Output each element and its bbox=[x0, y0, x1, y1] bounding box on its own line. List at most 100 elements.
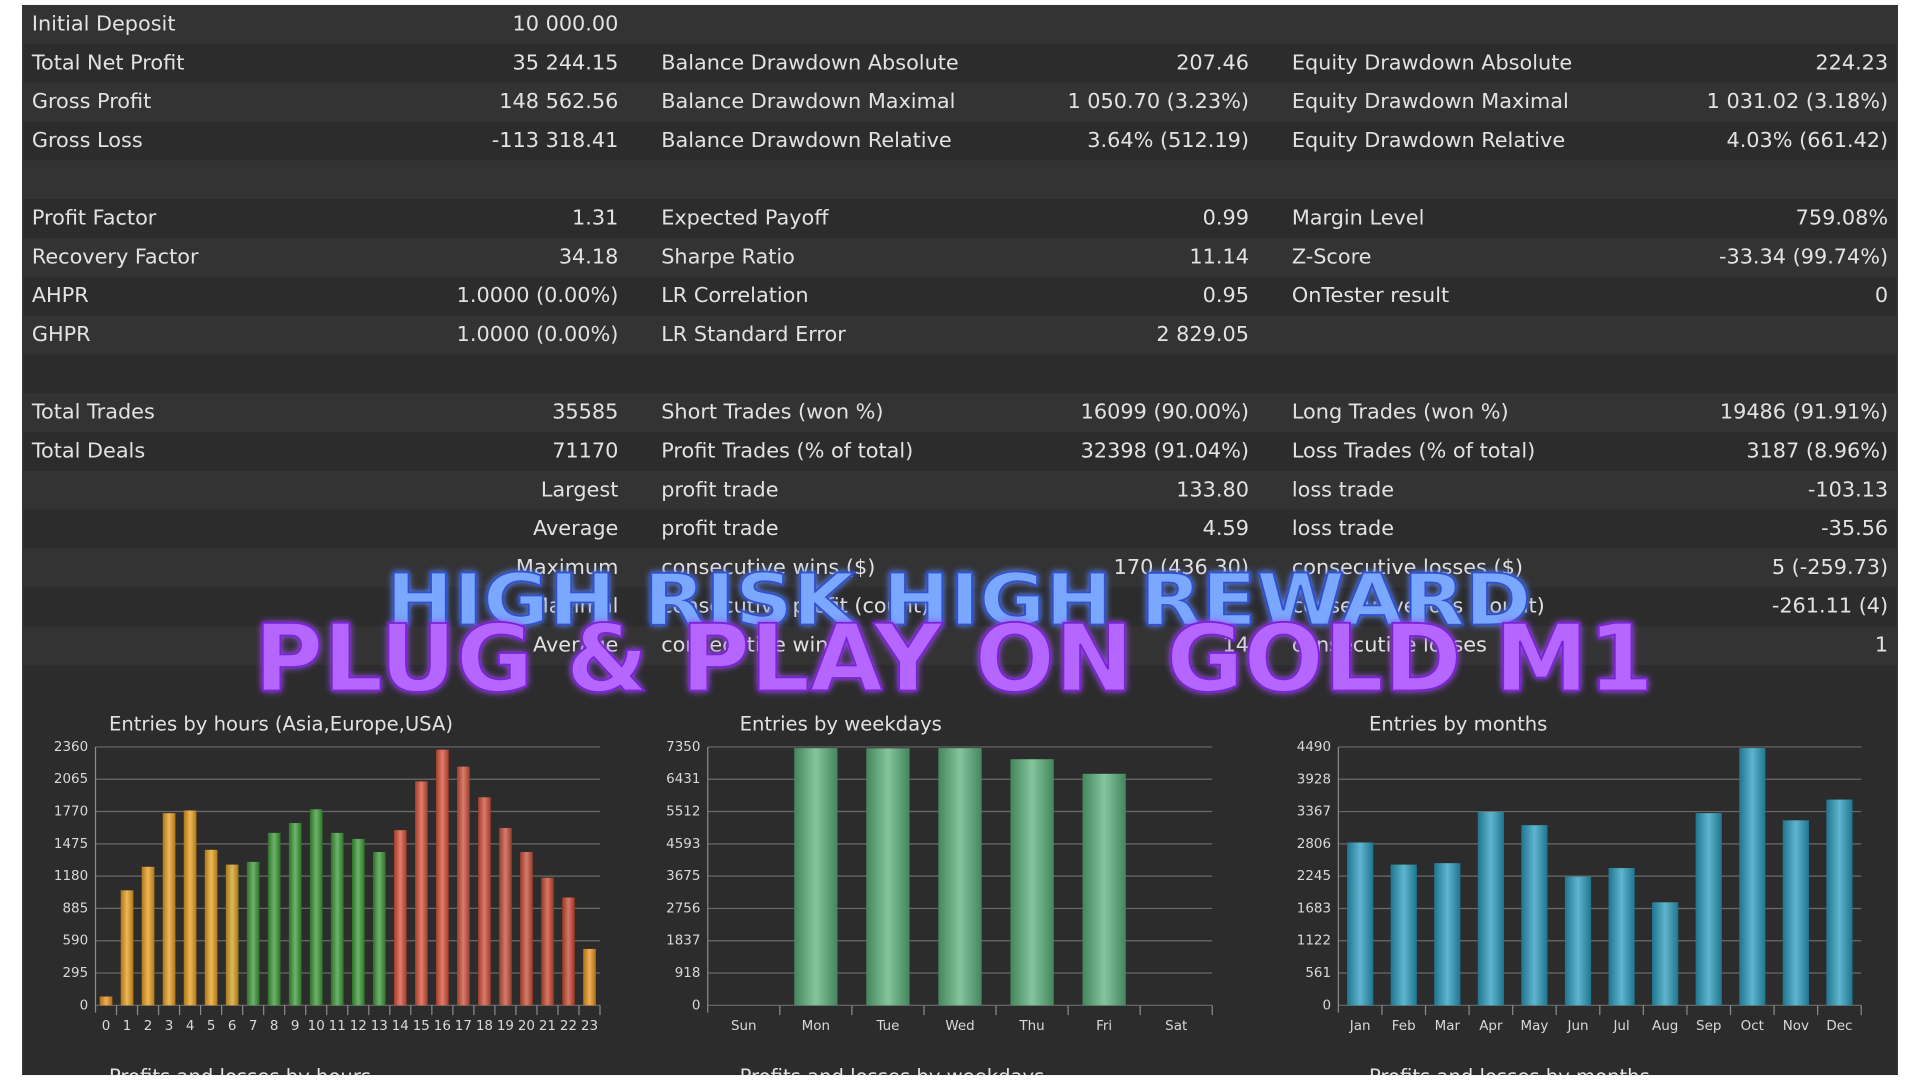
y-tick-label: 3367 bbox=[1297, 805, 1331, 820]
x-tick-label: Mar bbox=[1435, 1019, 1461, 1034]
table-cell: OnTester result bbox=[1292, 283, 1449, 307]
x-tick-label: 21 bbox=[539, 1019, 556, 1034]
table-cell: 4.59 bbox=[1203, 516, 1249, 540]
bar-shine bbox=[436, 749, 449, 1006]
x-tick-label: Dec bbox=[1826, 1019, 1852, 1034]
table-cell: GHPR bbox=[32, 322, 91, 346]
y-tick-label: 1770 bbox=[54, 805, 88, 820]
y-tick-label: 6431 bbox=[666, 772, 700, 787]
table-cell: consecutive wins bbox=[661, 633, 839, 657]
table-cell: 1.31 bbox=[572, 206, 618, 230]
y-tick-label: 2065 bbox=[54, 772, 88, 787]
table-cell: 32398 (91.04%) bbox=[1081, 438, 1249, 462]
table-cell: LR Correlation bbox=[661, 283, 808, 307]
table-cell: 1.0000 (0.00%) bbox=[457, 283, 619, 307]
bar-shine bbox=[938, 748, 982, 1006]
x-tick-label: 15 bbox=[413, 1019, 430, 1034]
row-band bbox=[22, 548, 1898, 588]
table-cell: 0.95 bbox=[1203, 283, 1249, 307]
bar-shine bbox=[183, 810, 197, 1006]
y-tick-label: 1683 bbox=[1297, 901, 1331, 916]
table-cell: Short Trades (won %) bbox=[661, 400, 883, 424]
row-band bbox=[22, 470, 1898, 510]
y-tick-label: 1180 bbox=[54, 869, 88, 884]
table-cell: loss trade bbox=[1292, 477, 1394, 501]
table-cell: 11.14 bbox=[1189, 244, 1249, 268]
table-cell: Loss Trades (% of total) bbox=[1292, 438, 1535, 462]
bar-shine bbox=[288, 823, 302, 1006]
bar-shine bbox=[246, 861, 260, 1006]
table-cell: 148 562.56 bbox=[499, 89, 618, 113]
y-tick-label: 1837 bbox=[666, 934, 700, 949]
table-cell: Average bbox=[533, 516, 618, 540]
y-tick-label: 2806 bbox=[1297, 837, 1331, 852]
table-cell: 35585 bbox=[552, 400, 618, 424]
table-cell: -113 318.41 bbox=[492, 128, 619, 152]
bar-shine bbox=[1477, 811, 1504, 1006]
y-tick-label: 1122 bbox=[1297, 934, 1331, 949]
row-band bbox=[22, 315, 1898, 355]
report-panel: Initial Deposit 10 000.00 Total Net Profit… bbox=[22, 4, 1898, 1080]
table-cell: 4.03% (661.42) bbox=[1726, 128, 1888, 152]
table-cell: 1 031.02 (3.18%) bbox=[1707, 89, 1889, 113]
table-cell: 71170 bbox=[552, 438, 618, 462]
table-cell: consecutive losses bbox=[1292, 633, 1487, 657]
bar-shine bbox=[204, 849, 218, 1006]
table-cell: -33.34 (99.74%) bbox=[1719, 244, 1888, 268]
table-cell: 207.46 bbox=[1176, 50, 1249, 74]
table-cell: Long Trades (won %) bbox=[1292, 400, 1509, 424]
y-tick-label: 918 bbox=[675, 966, 701, 981]
table-cell: 224.23 bbox=[1815, 50, 1888, 74]
x-tick-label: Nov bbox=[1783, 1019, 1809, 1034]
table-cell: -35.56 bbox=[1821, 516, 1888, 540]
x-tick-label: Jul bbox=[1612, 1019, 1629, 1034]
bar-shine bbox=[120, 890, 134, 1006]
table-cell: 759.08% bbox=[1796, 206, 1889, 230]
table-cell: Average bbox=[533, 633, 618, 657]
bar-shine bbox=[583, 948, 596, 1006]
banner-line: HIGH RISK HIGH REWARD bbox=[386, 558, 1531, 641]
table-cell: consecutive losses ($) bbox=[1292, 555, 1523, 579]
y-tick-label: 3675 bbox=[666, 869, 700, 884]
row-band bbox=[22, 237, 1898, 277]
x-tick-label: 5 bbox=[207, 1019, 216, 1034]
table-cell: Initial Deposit bbox=[32, 11, 176, 35]
table-cell: LR Standard Error bbox=[661, 322, 846, 346]
x-tick-label: 9 bbox=[291, 1019, 300, 1034]
row-band bbox=[22, 5, 1898, 44]
x-tick-label: 4 bbox=[186, 1019, 195, 1034]
y-tick-label: 295 bbox=[62, 966, 88, 981]
x-tick-label: Thu bbox=[1018, 1019, 1044, 1034]
table-cell: Maximum bbox=[516, 555, 618, 579]
table-cell: 5 (-259.73) bbox=[1772, 555, 1888, 579]
table-cell: 133.80 bbox=[1176, 477, 1249, 501]
x-tick-label: Jun bbox=[1566, 1019, 1588, 1034]
y-tick-label: 2360 bbox=[54, 740, 88, 755]
y-tick-label: 1475 bbox=[54, 837, 88, 852]
bar-shine bbox=[457, 766, 470, 1006]
x-tick-label: 12 bbox=[350, 1019, 367, 1034]
bar-shine bbox=[1695, 813, 1722, 1006]
table-cell: Profit Trades (% of total) bbox=[661, 438, 913, 462]
x-tick-label: 0 bbox=[102, 1019, 111, 1034]
x-tick-label: Jan bbox=[1349, 1019, 1371, 1034]
table-cell: -261.11 (4) bbox=[1772, 594, 1888, 618]
x-tick-label: 13 bbox=[371, 1019, 388, 1034]
table-cell: 35 244.15 bbox=[513, 50, 619, 74]
y-tick-label: 2756 bbox=[666, 901, 700, 916]
table-cell: loss trade bbox=[1292, 516, 1394, 540]
table-cell: 19486 (91.91%) bbox=[1720, 400, 1888, 424]
y-tick-label: 0 bbox=[692, 998, 701, 1013]
x-tick-label: May bbox=[1521, 1019, 1549, 1034]
table-cell: Total Trades bbox=[31, 400, 155, 424]
y-tick-label: 2245 bbox=[1297, 869, 1331, 884]
x-tick-label: 14 bbox=[392, 1019, 409, 1034]
section-title: Profits and losses by hours bbox=[109, 1065, 371, 1080]
bar-shine bbox=[1782, 820, 1809, 1006]
bar-shine bbox=[562, 897, 575, 1006]
x-tick-label: Apr bbox=[1479, 1019, 1503, 1034]
table-cell: Balance Drawdown Maximal bbox=[661, 89, 955, 113]
table-cell: Z-Score bbox=[1292, 244, 1372, 268]
x-tick-label: 10 bbox=[308, 1019, 325, 1034]
bar-shine bbox=[1390, 864, 1417, 1006]
